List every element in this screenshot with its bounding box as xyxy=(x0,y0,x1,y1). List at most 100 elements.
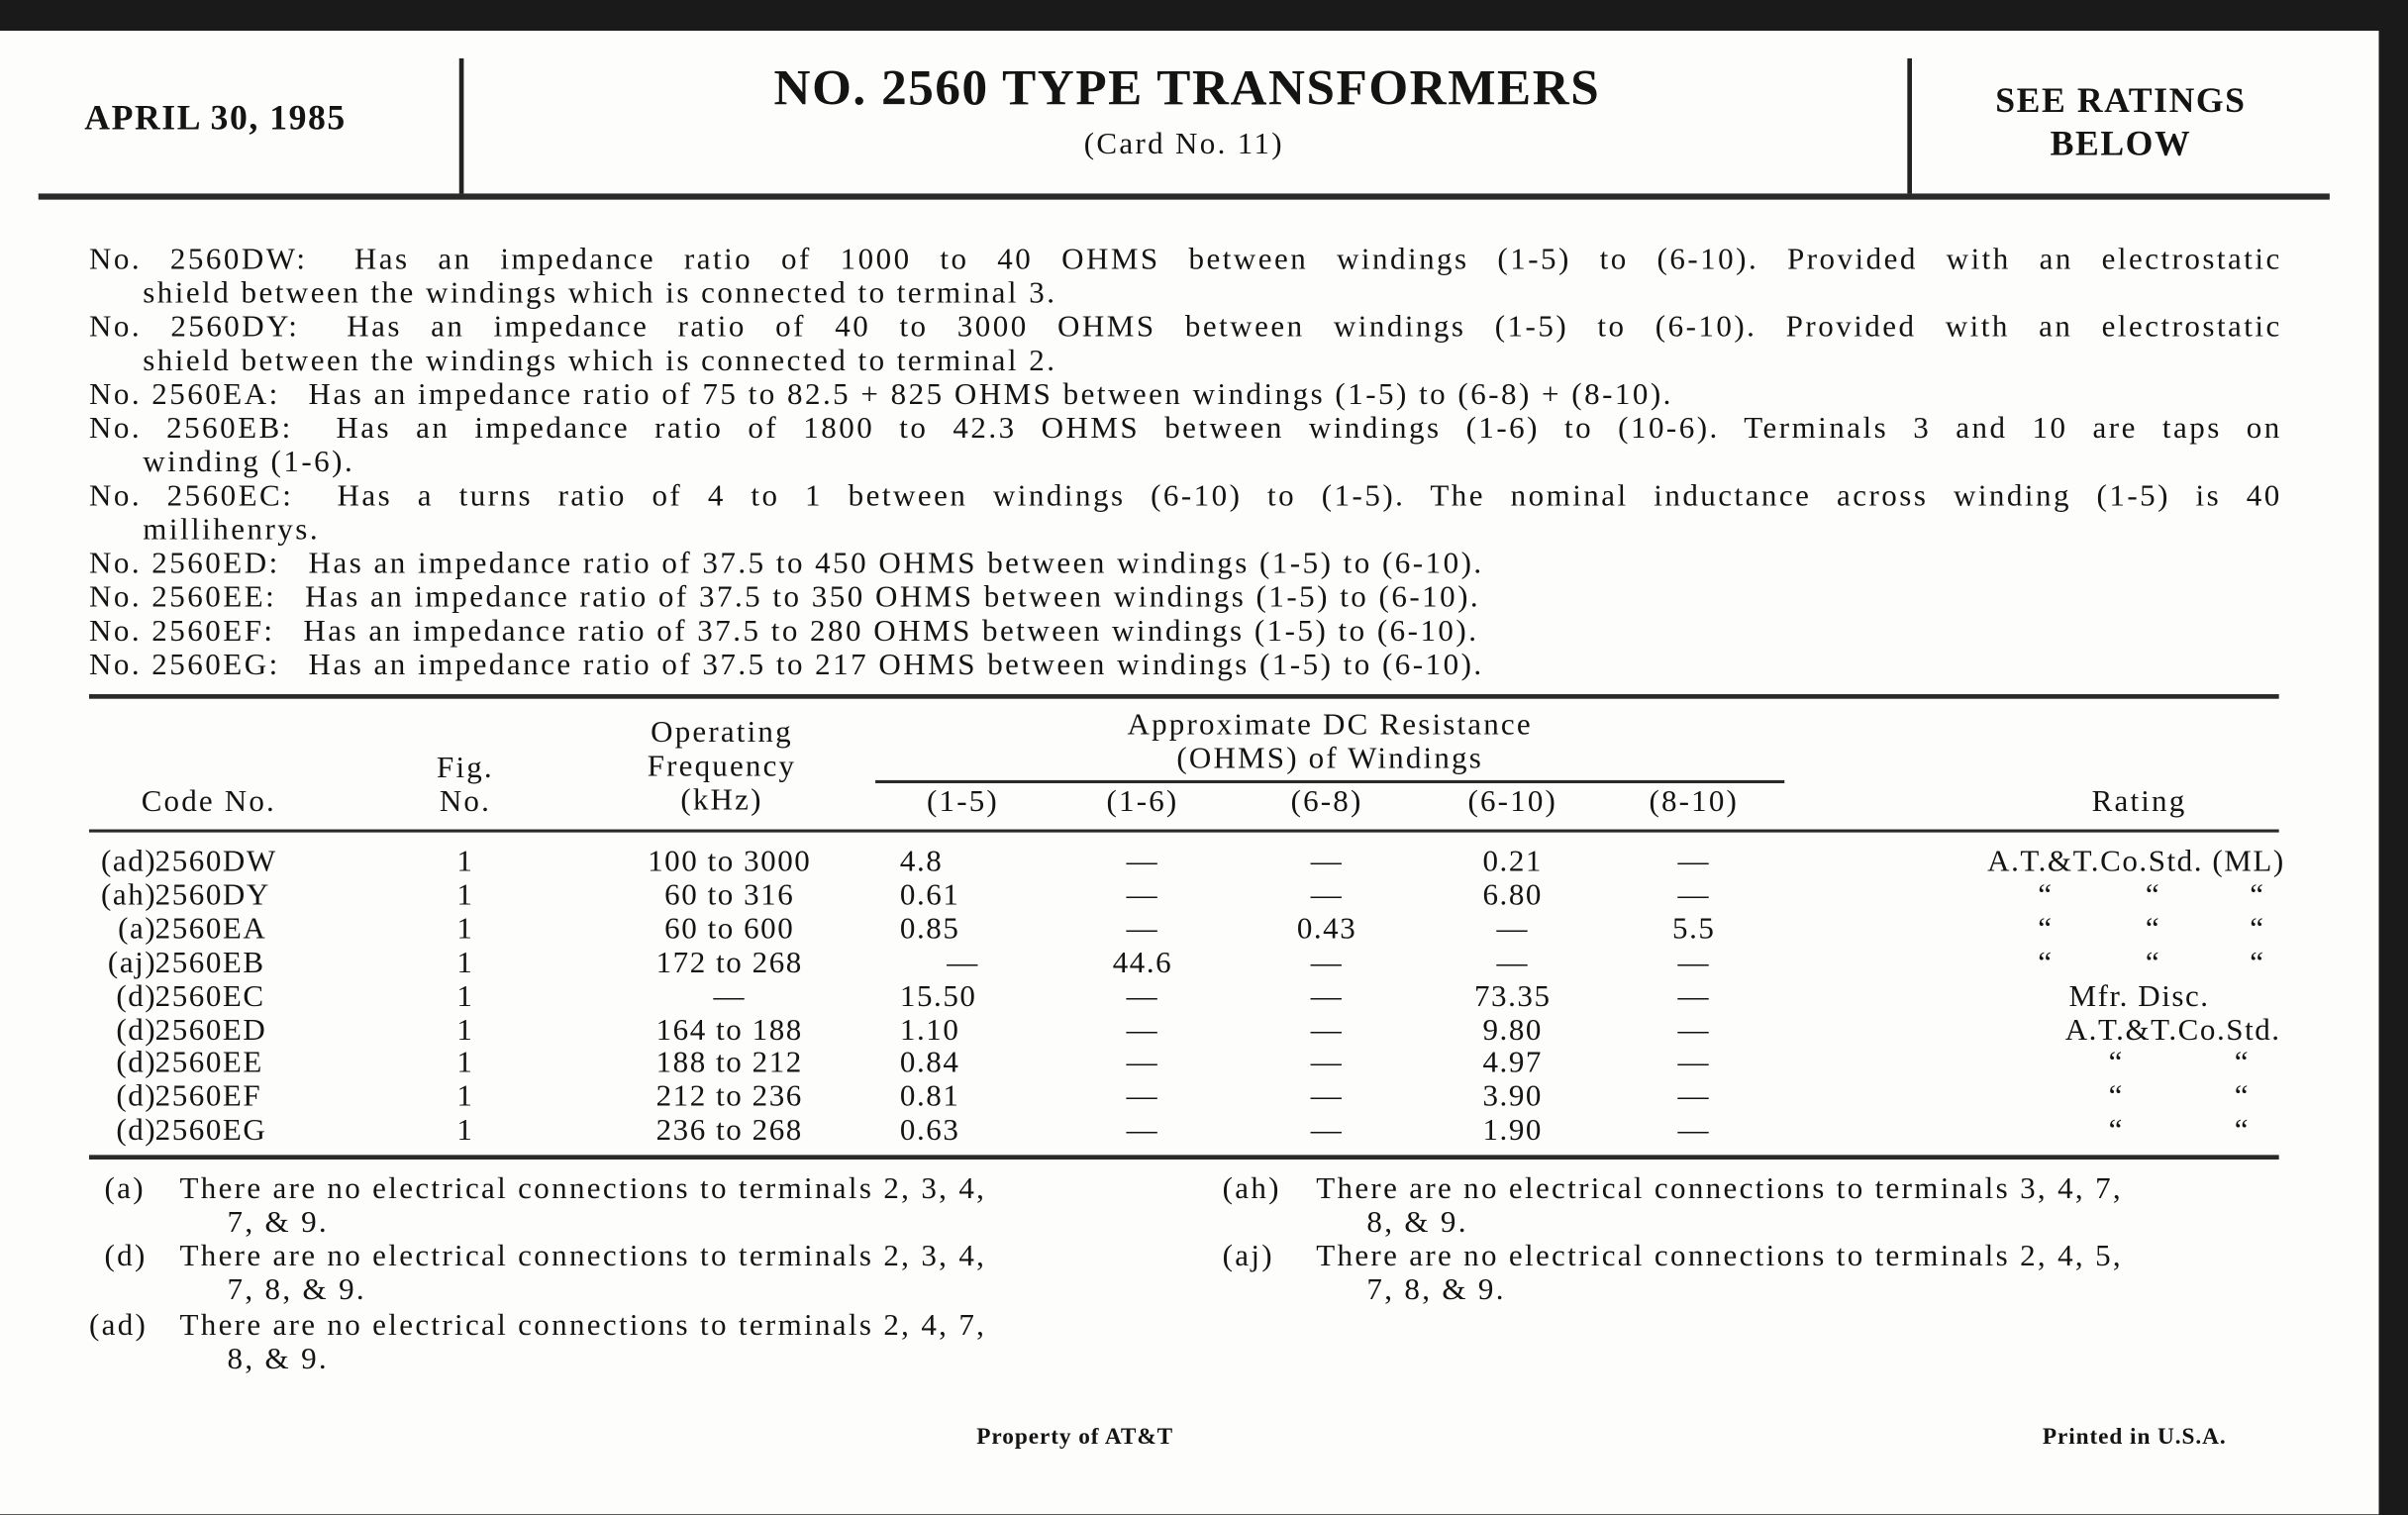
resistance-w610: 9.80 xyxy=(1482,1012,1543,1048)
fig-number: 1 xyxy=(456,911,474,947)
resistance-w68: — xyxy=(1310,978,1344,1014)
footnote: (ah) There are no electrical connections … xyxy=(1223,1171,2298,1239)
code-number: 2560ED xyxy=(154,1012,267,1048)
description-code: No. 2560EB: xyxy=(88,411,293,446)
header-winding-1-5: (1-5) xyxy=(927,784,999,819)
card-title: NO. 2560 TYPE TRANSFORMERS xyxy=(773,61,1601,117)
description-code: No. 2560ED: xyxy=(88,547,280,581)
resistance-w610: — xyxy=(1496,945,1530,980)
resistance-w810: — xyxy=(1677,945,1711,980)
description-entry: No. 2560EF: Has an impedance ratio of 37… xyxy=(89,614,2282,648)
description-code: No. 2560EG: xyxy=(88,648,280,682)
header-rule xyxy=(38,193,2330,200)
resistance-w810: — xyxy=(1677,845,1711,879)
code-prefix: (d) xyxy=(116,978,157,1014)
description-line: No. 2560EA: Has an impedance ratio of 75… xyxy=(89,378,2282,412)
footnote-tag: (ah) xyxy=(1222,1171,1281,1206)
description-continuation: shield between the windings which is con… xyxy=(143,276,1057,311)
resistance-w15: 0.61 xyxy=(899,878,960,913)
description-continuation: shield between the windings which is con… xyxy=(143,344,1057,378)
printed-note: Printed in U.S.A. xyxy=(2042,1425,2227,1451)
table-row: (d) 2560ED 1 164 to 188 1.10 — — 9.80 — A.T.&T.Co… xyxy=(0,1013,2408,1047)
resistance-w810: 5.5 xyxy=(1672,911,1716,947)
operating-frequency: 212 to 236 xyxy=(655,1079,803,1114)
ditto-mark: “ xyxy=(2234,1113,2251,1148)
resistance-w810: — xyxy=(1677,878,1711,913)
resistance-w68: — xyxy=(1310,878,1344,913)
description-text: Has an impedance ratio of 1000 to 40 OHM… xyxy=(353,243,2282,277)
ditto-mark: “ xyxy=(2038,878,2054,913)
header-divider-right xyxy=(1907,57,1912,194)
code-prefix: (aj) xyxy=(107,945,157,980)
description-code: No. 2560DY: xyxy=(88,310,300,345)
description-entry: No. 2560EB: Has an impedance ratio of 18… xyxy=(89,412,2282,479)
rating-text: Mfr. Disc. xyxy=(2068,978,2210,1014)
header-fig-1: Fig. xyxy=(437,751,494,785)
table-row: (d) 2560EE 1 188 to 212 0.84 — — 4.97 — “ “ xyxy=(0,1047,2408,1080)
resistance-w16: — xyxy=(1126,1113,1159,1148)
resistance-w68: — xyxy=(1310,1012,1344,1048)
operating-frequency: 164 to 188 xyxy=(655,1012,803,1048)
operating-frequency: — xyxy=(713,978,747,1014)
description-entry: No. 2560EC: Has a turns ratio of 4 to 1 … xyxy=(89,479,2282,547)
description-continuation: winding (1-6). xyxy=(143,445,355,479)
ditto-mark: “ xyxy=(2038,945,2054,980)
footnote: (ad) There are no electrical connections … xyxy=(89,1308,1164,1375)
footnote-line: There are no electrical connections to t… xyxy=(179,1239,987,1273)
header-code-no: Code No. xyxy=(141,784,276,819)
description-text: Has an impedance ratio of 37.5 to 350 OH… xyxy=(305,580,1481,615)
operating-frequency: 100 to 3000 xyxy=(648,845,812,879)
description-code: No. 2560DW: xyxy=(88,243,308,277)
resistance-w810: — xyxy=(1677,1113,1711,1148)
resistance-w15: 0.63 xyxy=(899,1113,960,1148)
code-number: 2560EA xyxy=(154,911,267,947)
footnote-continuation: 7, 8, & 9. xyxy=(227,1272,367,1307)
operating-frequency: 60 to 600 xyxy=(664,911,795,947)
description-text: Has an impedance ratio of 37.5 to 450 OH… xyxy=(308,547,1484,581)
resistance-w16: — xyxy=(1126,1079,1159,1114)
fig-number: 1 xyxy=(456,945,474,980)
footnote: (aj) There are no electrical connections … xyxy=(1223,1240,2298,1307)
description-line: No. 2560EC: Has a turns ratio of 4 to 1 … xyxy=(89,479,2282,513)
fig-number: 1 xyxy=(456,978,474,1014)
resistance-w810: — xyxy=(1677,1079,1711,1114)
table-row: (ad) 2560DW 1 100 to 3000 4.8 — — 0.21 — A.T.&T.C… xyxy=(0,845,2408,878)
index-card xyxy=(0,31,2379,1515)
see-ratings-line1: SEE RATINGS xyxy=(1995,81,2247,120)
resistance-w15: 0.85 xyxy=(899,911,960,947)
operating-frequency: 172 to 268 xyxy=(655,945,803,980)
ditto-mark: “ xyxy=(2108,1046,2124,1080)
table-header-rule xyxy=(88,829,2279,832)
code-number: 2560DY xyxy=(154,878,270,913)
see-ratings-line2: BELOW xyxy=(2050,124,2192,163)
footnote-continuation: 8, & 9. xyxy=(1366,1205,1468,1240)
fig-number: 1 xyxy=(456,1079,474,1114)
fig-number: 1 xyxy=(456,1046,474,1080)
resistance-w15: 0.81 xyxy=(899,1079,960,1114)
ditto-mark: “ xyxy=(2234,1046,2251,1080)
footnote-line: There are no electrical connections to t… xyxy=(1316,1171,2123,1206)
header-divider-left xyxy=(458,57,464,194)
header-winding-6-10: (6-10) xyxy=(1467,784,1558,819)
code-prefix: (ah) xyxy=(101,878,157,913)
header-fig-2: No. xyxy=(439,784,492,819)
footnote-line: There are no electrical connections to t… xyxy=(1316,1239,2123,1273)
footnote-tag: (aj) xyxy=(1222,1239,1274,1273)
operating-frequency: 188 to 212 xyxy=(655,1046,803,1080)
resistance-w68: — xyxy=(1310,1113,1344,1148)
resistance-w810: — xyxy=(1677,1012,1711,1048)
ditto-mark: “ xyxy=(2108,1079,2124,1114)
code-number: 2560EE xyxy=(154,1046,263,1080)
resistance-w15: 1.10 xyxy=(899,1012,960,1048)
table-row: (d) 2560EC 1 — 15.50 — — 73.35 — Mfr. Disc. xyxy=(0,979,2408,1013)
description-entry: No. 2560DY: Has an impedance ratio of 40… xyxy=(89,310,2282,377)
ditto-mark: “ xyxy=(2250,945,2265,980)
resistance-w16: — xyxy=(1126,911,1159,947)
description-line: No. 2560ED: Has an impedance ratio of 37… xyxy=(89,547,2282,580)
description-code: No. 2560EA: xyxy=(88,377,280,412)
resistance-w68: — xyxy=(1310,845,1344,879)
description-entry: No. 2560EG: Has an impedance ratio of 37… xyxy=(89,649,2282,682)
resistance-w15: 15.50 xyxy=(899,978,977,1014)
footnote-line: There are no electrical connections to t… xyxy=(179,1308,987,1343)
